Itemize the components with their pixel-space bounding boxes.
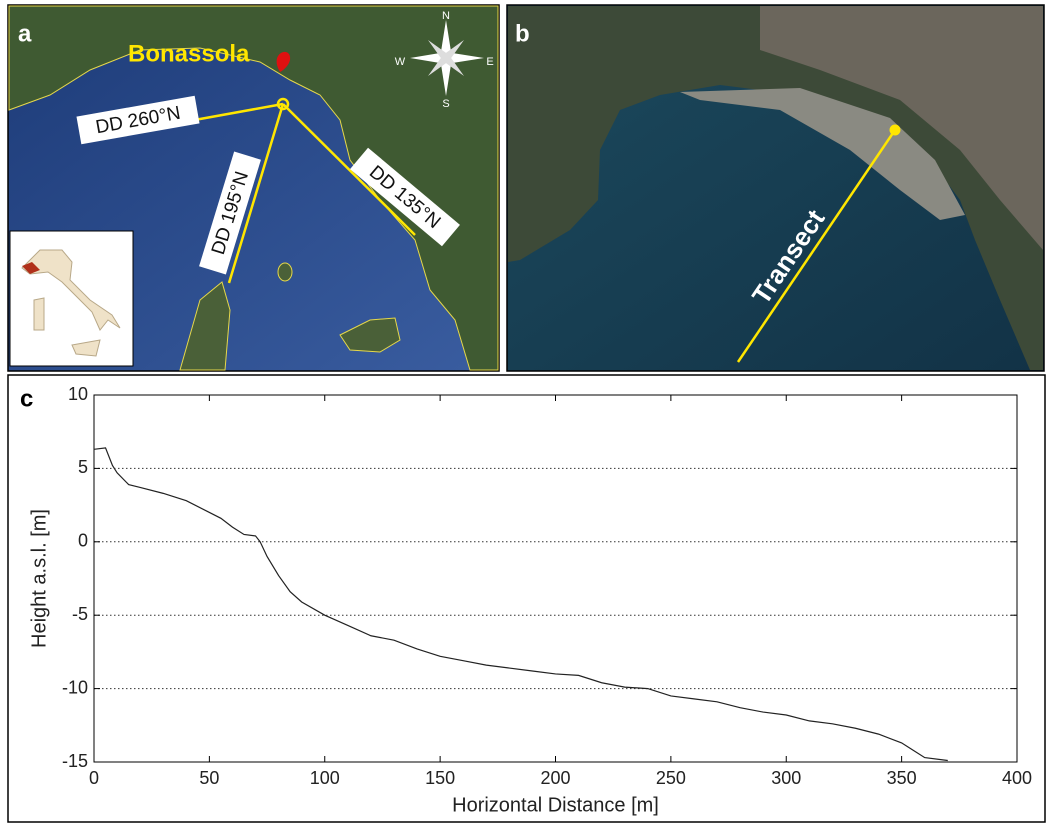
plot-frame bbox=[93, 394, 1018, 763]
y-tick-label: -5 bbox=[72, 604, 88, 624]
x-tick-label: 350 bbox=[887, 768, 917, 788]
x-axis-label: Horizontal Distance [m] bbox=[452, 794, 659, 816]
panel-label: c bbox=[20, 385, 33, 412]
x-tick-label: 50 bbox=[199, 768, 219, 788]
panel-b: b Transect bbox=[506, 4, 1045, 372]
x-tick-label: 250 bbox=[656, 768, 686, 788]
compass-label: E bbox=[486, 56, 493, 68]
label-box bbox=[199, 151, 261, 275]
pin bbox=[276, 51, 291, 72]
y-tick-label: 10 bbox=[68, 384, 88, 404]
island bbox=[339, 317, 401, 353]
transect-line bbox=[736, 129, 897, 363]
compass-label: N bbox=[442, 10, 450, 22]
beach bbox=[680, 88, 965, 220]
y-tick-label: -10 bbox=[62, 677, 88, 697]
x-tick-label: 200 bbox=[540, 768, 570, 788]
y-tick-label: 5 bbox=[78, 457, 88, 477]
inset-highlight bbox=[22, 262, 40, 274]
direction-line bbox=[282, 103, 416, 236]
y-tick-label: 0 bbox=[78, 531, 88, 551]
label-box bbox=[350, 147, 460, 247]
x-tick-label: 150 bbox=[425, 768, 455, 788]
direction-line bbox=[227, 103, 285, 284]
compass-label: W bbox=[395, 56, 406, 68]
inset-map bbox=[9, 230, 134, 367]
inset-land bbox=[21, 249, 121, 331]
x-tick-label: 300 bbox=[771, 768, 801, 788]
island bbox=[277, 262, 293, 282]
x-tick-label: 400 bbox=[1002, 768, 1032, 788]
place-name: Bonassola bbox=[128, 40, 250, 67]
town bbox=[760, 6, 1043, 250]
x-tick-label: 0 bbox=[89, 768, 99, 788]
panel-label: b bbox=[515, 20, 530, 47]
x-tick-label: 100 bbox=[310, 768, 340, 788]
island bbox=[179, 281, 231, 371]
panel-a: a Bonassola DD 260°N DD 195°N DD 135°N N… bbox=[7, 4, 500, 372]
panel-c bbox=[7, 374, 1046, 823]
compass-label: S bbox=[442, 98, 449, 110]
transect-start bbox=[889, 124, 901, 136]
site-marker bbox=[276, 97, 290, 111]
profile-line bbox=[93, 447, 948, 762]
y-axis-label: Height a.s.l. [m] bbox=[28, 509, 50, 648]
panel-label: a bbox=[18, 20, 32, 47]
inset-land bbox=[33, 297, 101, 357]
compass: N S E W bbox=[395, 10, 494, 110]
y-tick-label: -15 bbox=[62, 751, 88, 771]
land bbox=[8, 5, 499, 371]
label-box bbox=[76, 95, 200, 145]
